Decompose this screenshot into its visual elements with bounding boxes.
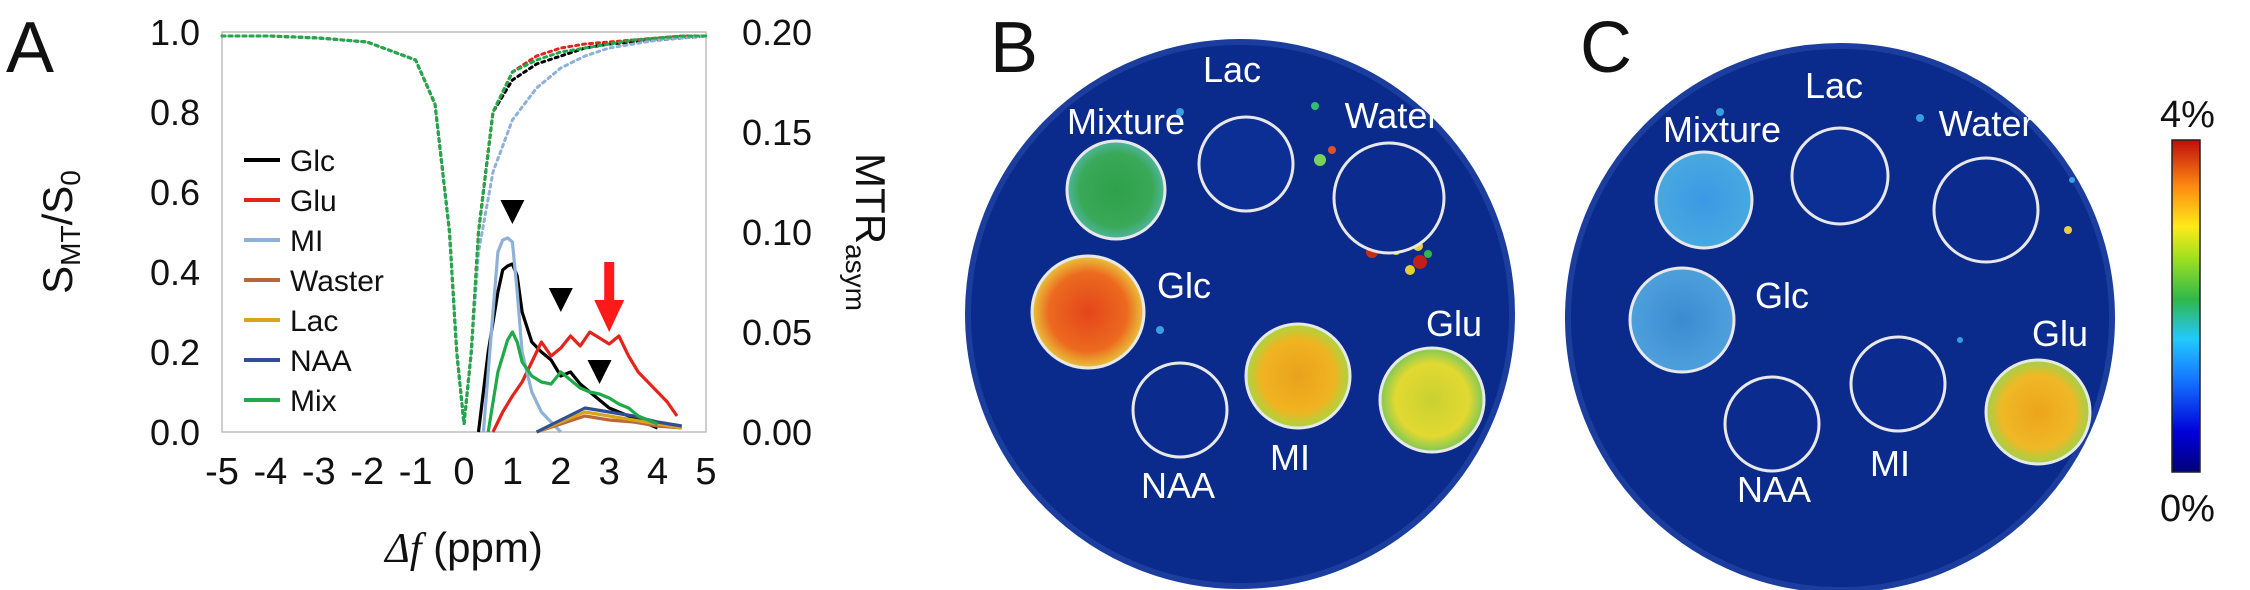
mtr-asym-line xyxy=(486,330,659,433)
legend-label: Glc xyxy=(290,145,335,178)
legend-label: Waster xyxy=(290,265,384,298)
legend-label: MI xyxy=(290,225,323,258)
x-tick-label: -5 xyxy=(205,451,239,493)
y-right-axis-label: MTRasym xyxy=(840,153,894,311)
y-left-tick-label: 0.2 xyxy=(150,332,200,373)
y-left-tick-label: 0.0 xyxy=(150,412,200,453)
label-b-glc: Glc xyxy=(1157,265,1211,306)
y-right-tick-label: 0.00 xyxy=(742,412,812,453)
phantom-map-c: Lac Water Mixture Glc Glu NAA MI xyxy=(1565,43,2115,590)
mtr-asym-curves xyxy=(476,236,683,434)
peak-marker-triangle xyxy=(548,288,573,312)
tube-b-water xyxy=(1332,141,1446,255)
x-tick-label: 3 xyxy=(599,451,620,493)
colorbar-min-label: 0% xyxy=(2160,488,2215,530)
tube-c-naa xyxy=(1723,375,1821,473)
label-c-glc: Glc xyxy=(1755,275,1809,316)
panel-letter-c: C xyxy=(1580,8,1632,88)
mtr-asym-line xyxy=(491,330,679,433)
colorbar xyxy=(2171,139,2201,473)
mtr-asym-line xyxy=(536,414,682,434)
tube-c-water xyxy=(1932,156,2040,264)
label-c-mi: MI xyxy=(1870,443,1910,484)
mtr-asym-line xyxy=(535,406,683,434)
panel-letter-a: A xyxy=(6,8,55,88)
y-left-tick-labels: 0.0 0.2 0.4 0.6 0.8 1.0 xyxy=(150,12,200,453)
tube-c-mi xyxy=(1849,335,1947,433)
peak-arrow-head xyxy=(594,300,625,332)
tube-b-naa xyxy=(1131,361,1229,459)
x-tick-label: -3 xyxy=(302,451,336,493)
peak-annotations xyxy=(500,200,625,384)
label-c-naa: NAA xyxy=(1737,469,1811,510)
legend-label: Mix xyxy=(290,385,337,418)
y-left-axis-label: SMT/S0 xyxy=(34,170,86,294)
label-b-naa: NAA xyxy=(1141,465,1215,506)
legend-label: Lac xyxy=(290,305,338,338)
tube-c-glc xyxy=(1630,268,1734,372)
label-c-mixture: Mixture xyxy=(1663,109,1781,150)
legend: Glc Glu MI Waster Lac NAA Mix xyxy=(244,145,384,418)
label-b-glu: Glu xyxy=(1426,303,1482,344)
y-left-tick-label: 0.4 xyxy=(150,252,200,293)
y-right-tick-label: 0.05 xyxy=(742,312,812,353)
x-tick-label: 4 xyxy=(647,451,668,493)
x-tick-label: -1 xyxy=(399,451,433,493)
tube-b-glu xyxy=(1380,348,1484,452)
x-axis-label: Δf (ppm) xyxy=(383,524,543,572)
label-c-lac: Lac xyxy=(1805,65,1863,106)
label-b-mi: MI xyxy=(1270,437,1310,478)
x-tick-label: 2 xyxy=(550,451,571,493)
tube-c-mixture xyxy=(1656,152,1752,248)
colorbar-max-label: 4% xyxy=(2160,94,2215,136)
tube-b-glc xyxy=(1032,256,1144,368)
y-left-tick-label: 0.8 xyxy=(150,92,200,133)
peak-arrow-shaft xyxy=(604,262,615,302)
peak-marker-triangle xyxy=(587,360,612,384)
peak-marker-triangle xyxy=(500,200,525,224)
x-tick-label: 5 xyxy=(695,451,716,493)
mtr-asym-line xyxy=(481,236,562,434)
tube-c-glu xyxy=(1986,360,2090,464)
x-tick-label: -4 xyxy=(254,451,288,493)
phantom-map-b: Lac Water Mixture Glc Glu NAA MI xyxy=(965,39,1515,589)
legend-label: NAA xyxy=(290,345,352,378)
x-tick-label: -2 xyxy=(350,451,384,493)
x-tick-label: 1 xyxy=(502,451,523,493)
y-left-tick-label: 1.0 xyxy=(150,12,200,53)
legend-label: Glu xyxy=(290,185,337,218)
tube-b-lac xyxy=(1197,115,1295,213)
tube-b-mixture xyxy=(1067,141,1165,239)
z-spectra-curves xyxy=(220,34,708,425)
tube-c-lac xyxy=(1790,126,1890,226)
y-right-tick-label: 0.10 xyxy=(742,212,812,253)
label-b-mixture: Mixture xyxy=(1067,101,1185,142)
panel-letter-b: B xyxy=(990,8,1039,88)
x-tick-labels: -5 -4 -3 -2 -1 0 1 2 3 4 5 xyxy=(205,451,716,493)
label-b-water: Water xyxy=(1345,95,1440,136)
y-right-tick-label: 0.15 xyxy=(742,112,812,153)
x-tick-label: 0 xyxy=(453,451,474,493)
plot-frame xyxy=(221,31,707,433)
label-c-glu: Glu xyxy=(2032,313,2088,354)
label-c-water: Water xyxy=(1939,103,2034,144)
z-spectrum-line xyxy=(220,34,708,425)
label-b-lac: Lac xyxy=(1203,49,1261,90)
tube-b-mi xyxy=(1246,324,1350,428)
y-left-tick-label: 0.6 xyxy=(150,172,200,213)
y-right-tick-label: 0.20 xyxy=(742,12,812,53)
y-right-tick-labels: 0.00 0.05 0.10 0.15 0.20 xyxy=(742,12,812,453)
chart-panel-a: -5 -4 -3 -2 -1 0 1 2 3 4 5 0.0 0.2 0.4 0.6 0.8 1.0 0.00… xyxy=(34,12,894,572)
